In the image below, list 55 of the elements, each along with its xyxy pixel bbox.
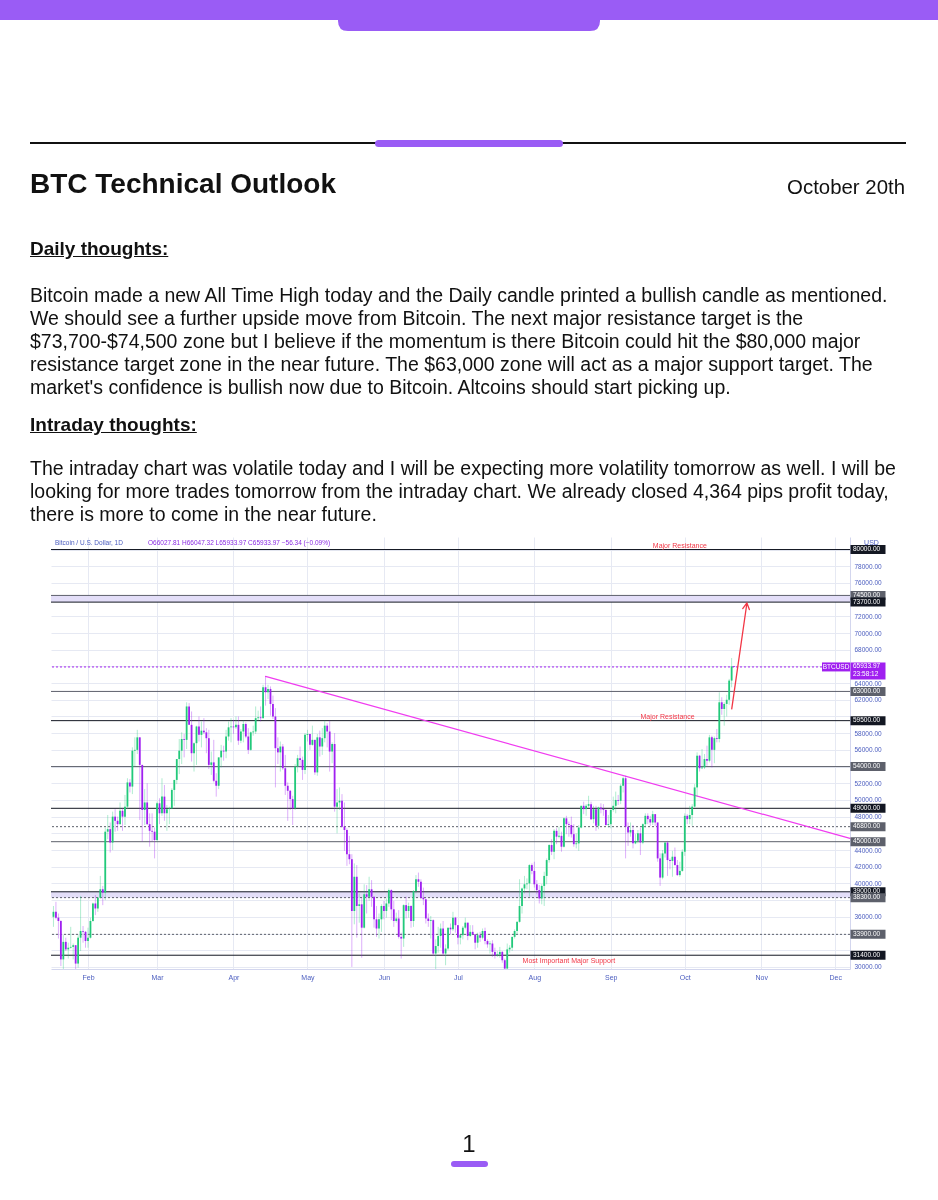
candlestick [427,913,430,928]
candlestick [272,695,274,720]
candlestick [602,803,605,817]
candlestick [267,684,269,700]
candlestick [627,822,629,847]
candlestick [92,902,94,923]
candlestick [567,821,570,838]
candlestick [516,921,518,935]
candlestick [715,728,718,743]
candlestick [72,943,75,960]
candlestick [479,931,481,943]
candlestick [156,801,158,843]
candlestick [299,746,301,768]
text: 1 [462,1130,476,1157]
candlestick [188,702,190,726]
candlestick [309,733,311,751]
candlestick [239,728,242,744]
candlestick [378,913,380,939]
candlestick [669,857,671,870]
candlestick [161,777,163,817]
candlestick [617,794,620,806]
text: Intraday thoughts: [30,414,197,436]
text: Daily thoughts: [30,238,169,260]
candlestick [119,802,121,825]
candlestick [198,716,200,742]
candlestick [706,745,708,767]
text: Bitcoin made a new All Time High today and the Daily candle printed a bullish candle as mentioned. We should see a further upside move from Bitcoin. The next major resistance target is the $73,700-$74,500 zone but I believe if the momentum is there Bitcoin could hit the $80,000 major resistance target zone in the near future. The $63,000 zone will act as a major support target. The market's confidence is bullish now due to Bitcoin. Altcoins should start picking up. [30,284,889,399]
candlestick [664,842,666,859]
candlestick [168,806,171,825]
candlestick [166,804,168,832]
candlestick [129,778,131,793]
candlestick [276,736,279,765]
text: The intraday chart was volatile today and I will be expecting more volatility tomorrow as well. I will be looking for more trades tomorrow from the intraday chart. We already closed 4,364 pips profit today, there is more to come in the near future. [30,457,897,526]
candlestick [82,925,84,944]
candlestick [558,826,560,839]
candlestick [55,901,57,920]
candlestick [124,794,126,826]
candlestick [193,741,195,773]
candlestick [530,862,533,875]
candlestick [225,729,227,759]
candlestick [373,896,375,929]
candlestick [420,878,422,900]
candlestick [521,887,523,914]
candlestick [590,801,592,821]
candlestick [600,802,602,814]
chart-title: BTC Technical Outlook [30,168,336,200]
candlestick [493,947,496,960]
candlestick [447,927,449,951]
candlestick [257,710,260,722]
candlestick [526,877,528,890]
candlestick [575,832,578,849]
candlestick [674,847,676,867]
candlestick [622,776,625,793]
chart-subtitle: October 20th [787,176,905,198]
candlestick [607,814,610,828]
